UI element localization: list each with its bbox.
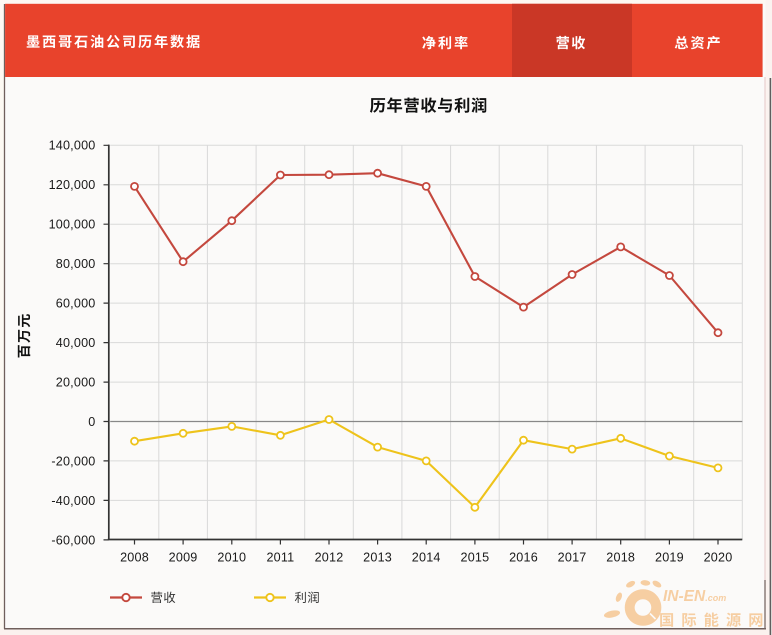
svg-text:2010: 2010 [217, 551, 246, 565]
svg-text:2011: 2011 [266, 551, 294, 565]
svg-text:IN-EN.com: IN-EN.com [663, 588, 726, 605]
svg-text:2015: 2015 [460, 551, 489, 565]
svg-text:2009: 2009 [169, 551, 198, 565]
svg-text:2016: 2016 [509, 551, 538, 565]
svg-text:-20,000: -20,000 [51, 454, 95, 468]
svg-text:2014: 2014 [412, 551, 441, 565]
svg-text:0: 0 [88, 415, 95, 429]
svg-text:120,000: 120,000 [49, 178, 96, 192]
svg-text:100,000: 100,000 [49, 218, 96, 232]
svg-text:140,000: 140,000 [49, 139, 96, 153]
svg-text:20,000: 20,000 [56, 376, 96, 390]
svg-text:40,000: 40,000 [56, 336, 96, 350]
svg-text:2008: 2008 [120, 551, 149, 565]
svg-text:80,000: 80,000 [56, 257, 96, 271]
svg-text:2019: 2019 [655, 551, 684, 565]
svg-text:-60,000: -60,000 [51, 533, 95, 547]
svg-text:60,000: 60,000 [56, 297, 96, 311]
svg-text:2013: 2013 [363, 551, 392, 565]
svg-text:2012: 2012 [315, 551, 344, 565]
svg-text:2017: 2017 [558, 551, 587, 565]
svg-text:-40,000: -40,000 [51, 494, 95, 508]
svg-text:2018: 2018 [606, 551, 635, 565]
svg-text:2020: 2020 [704, 551, 733, 565]
